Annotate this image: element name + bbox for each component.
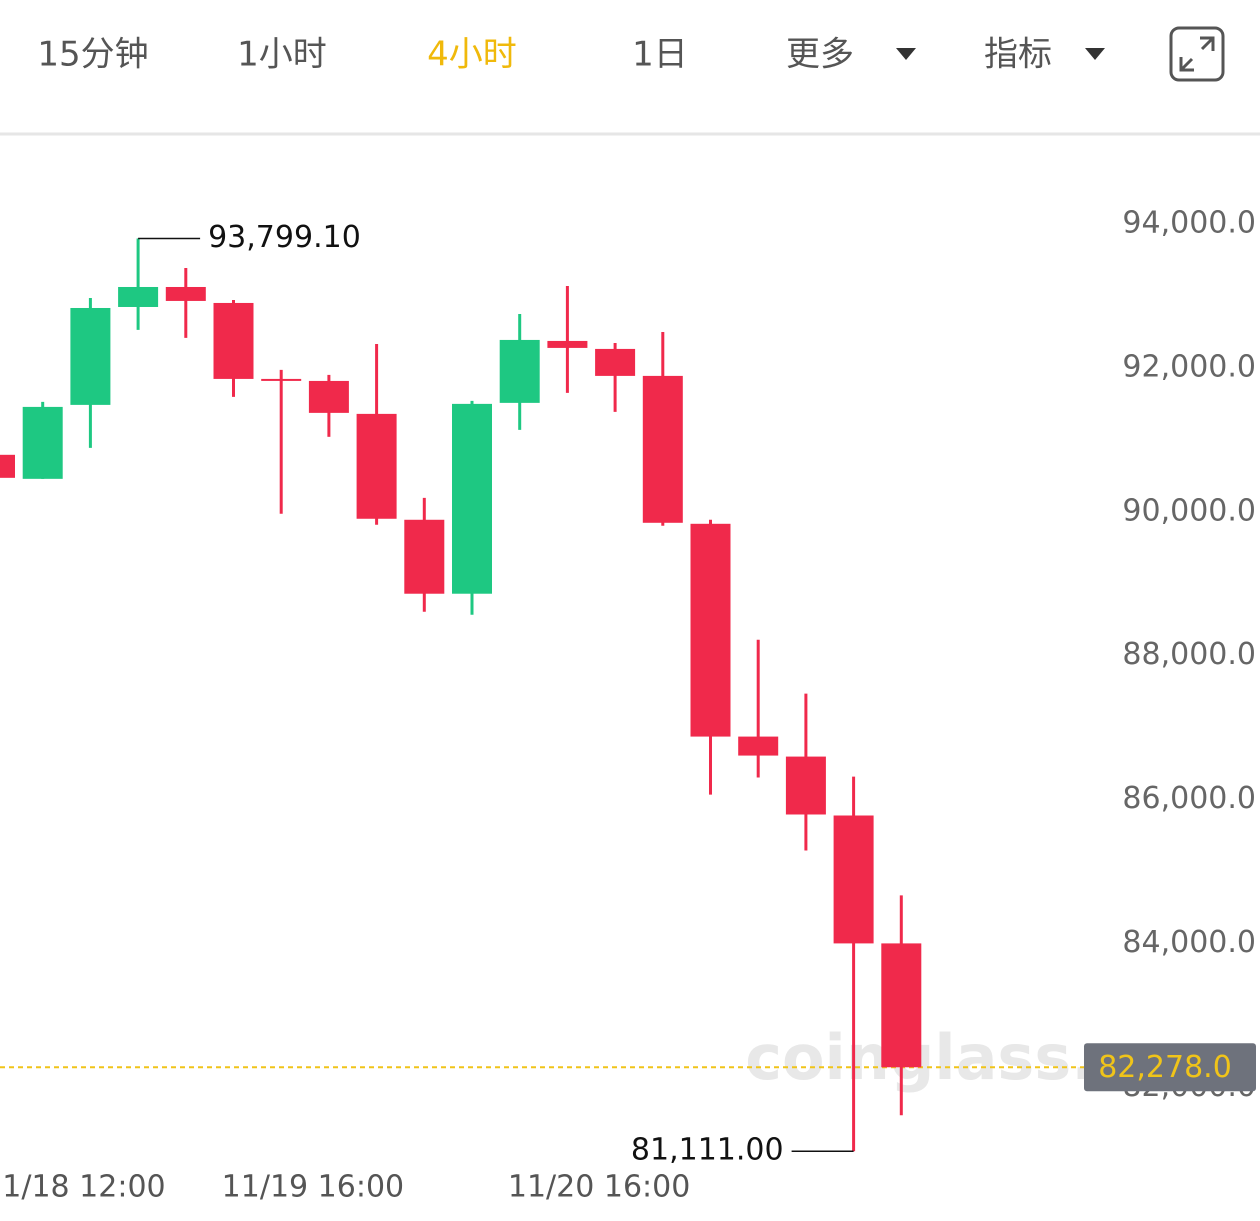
x-tick-label: 11/18 12:00 <box>0 1170 166 1205</box>
y-tick-label: 90,000.0 <box>1122 493 1256 528</box>
candle-body <box>881 943 922 1068</box>
candle-body <box>833 815 874 944</box>
tab[interactable]: 1小时 <box>237 35 327 75</box>
fullscreen-button[interactable] <box>1169 26 1225 82</box>
candle-body <box>70 307 111 405</box>
candle-body <box>404 519 445 594</box>
x-tick-label: 11/19 16:00 <box>222 1170 404 1205</box>
fullscreen-icon <box>1179 36 1215 72</box>
candle-body <box>595 348 636 376</box>
candle-body <box>785 756 826 815</box>
candle-body <box>642 375 683 523</box>
candle-body <box>452 403 492 594</box>
y-tick-label: 92,000.0 <box>1122 349 1256 384</box>
candle-body <box>547 340 588 348</box>
dropdown-arrow[interactable] <box>896 48 916 60</box>
last-price-label: 82,278.0 <box>1098 1050 1232 1085</box>
y-tick-label: 94,000.0 <box>1122 206 1256 241</box>
candle-body <box>0 454 15 478</box>
candle-body <box>738 736 779 756</box>
y-tick-label: 86,000.0 <box>1122 781 1256 816</box>
candle-body <box>356 413 397 519</box>
fullscreen-frame <box>1169 26 1225 82</box>
candle-body <box>690 523 731 737</box>
dropdown-arrow[interactable] <box>1085 48 1105 60</box>
annotation-label: 93,799.10 <box>208 220 361 255</box>
candle-body <box>261 378 302 381</box>
candle-body <box>213 302 254 379</box>
candle-body <box>22 406 63 479</box>
tab[interactable]: 指标 <box>984 35 1052 75</box>
tab[interactable]: 更多 <box>786 35 854 75</box>
candle-body <box>165 286 206 301</box>
tab[interactable]: 1日 <box>632 35 688 75</box>
candle-body <box>118 286 159 307</box>
last-price-box <box>1084 1043 1256 1092</box>
tab[interactable]: 4小时 <box>427 35 517 75</box>
annotation-label: 81,111.00 <box>631 1133 784 1168</box>
toolbar <box>0 0 1260 133</box>
y-tick-label: 84,000.0 <box>1122 925 1256 960</box>
tab[interactable]: 15分钟 <box>37 35 148 75</box>
candle-body <box>308 380 349 413</box>
y-tick-label: 88,000.0 <box>1122 637 1256 672</box>
x-tick-label: 11/20 16:00 <box>508 1170 690 1205</box>
candle-body <box>499 339 540 403</box>
